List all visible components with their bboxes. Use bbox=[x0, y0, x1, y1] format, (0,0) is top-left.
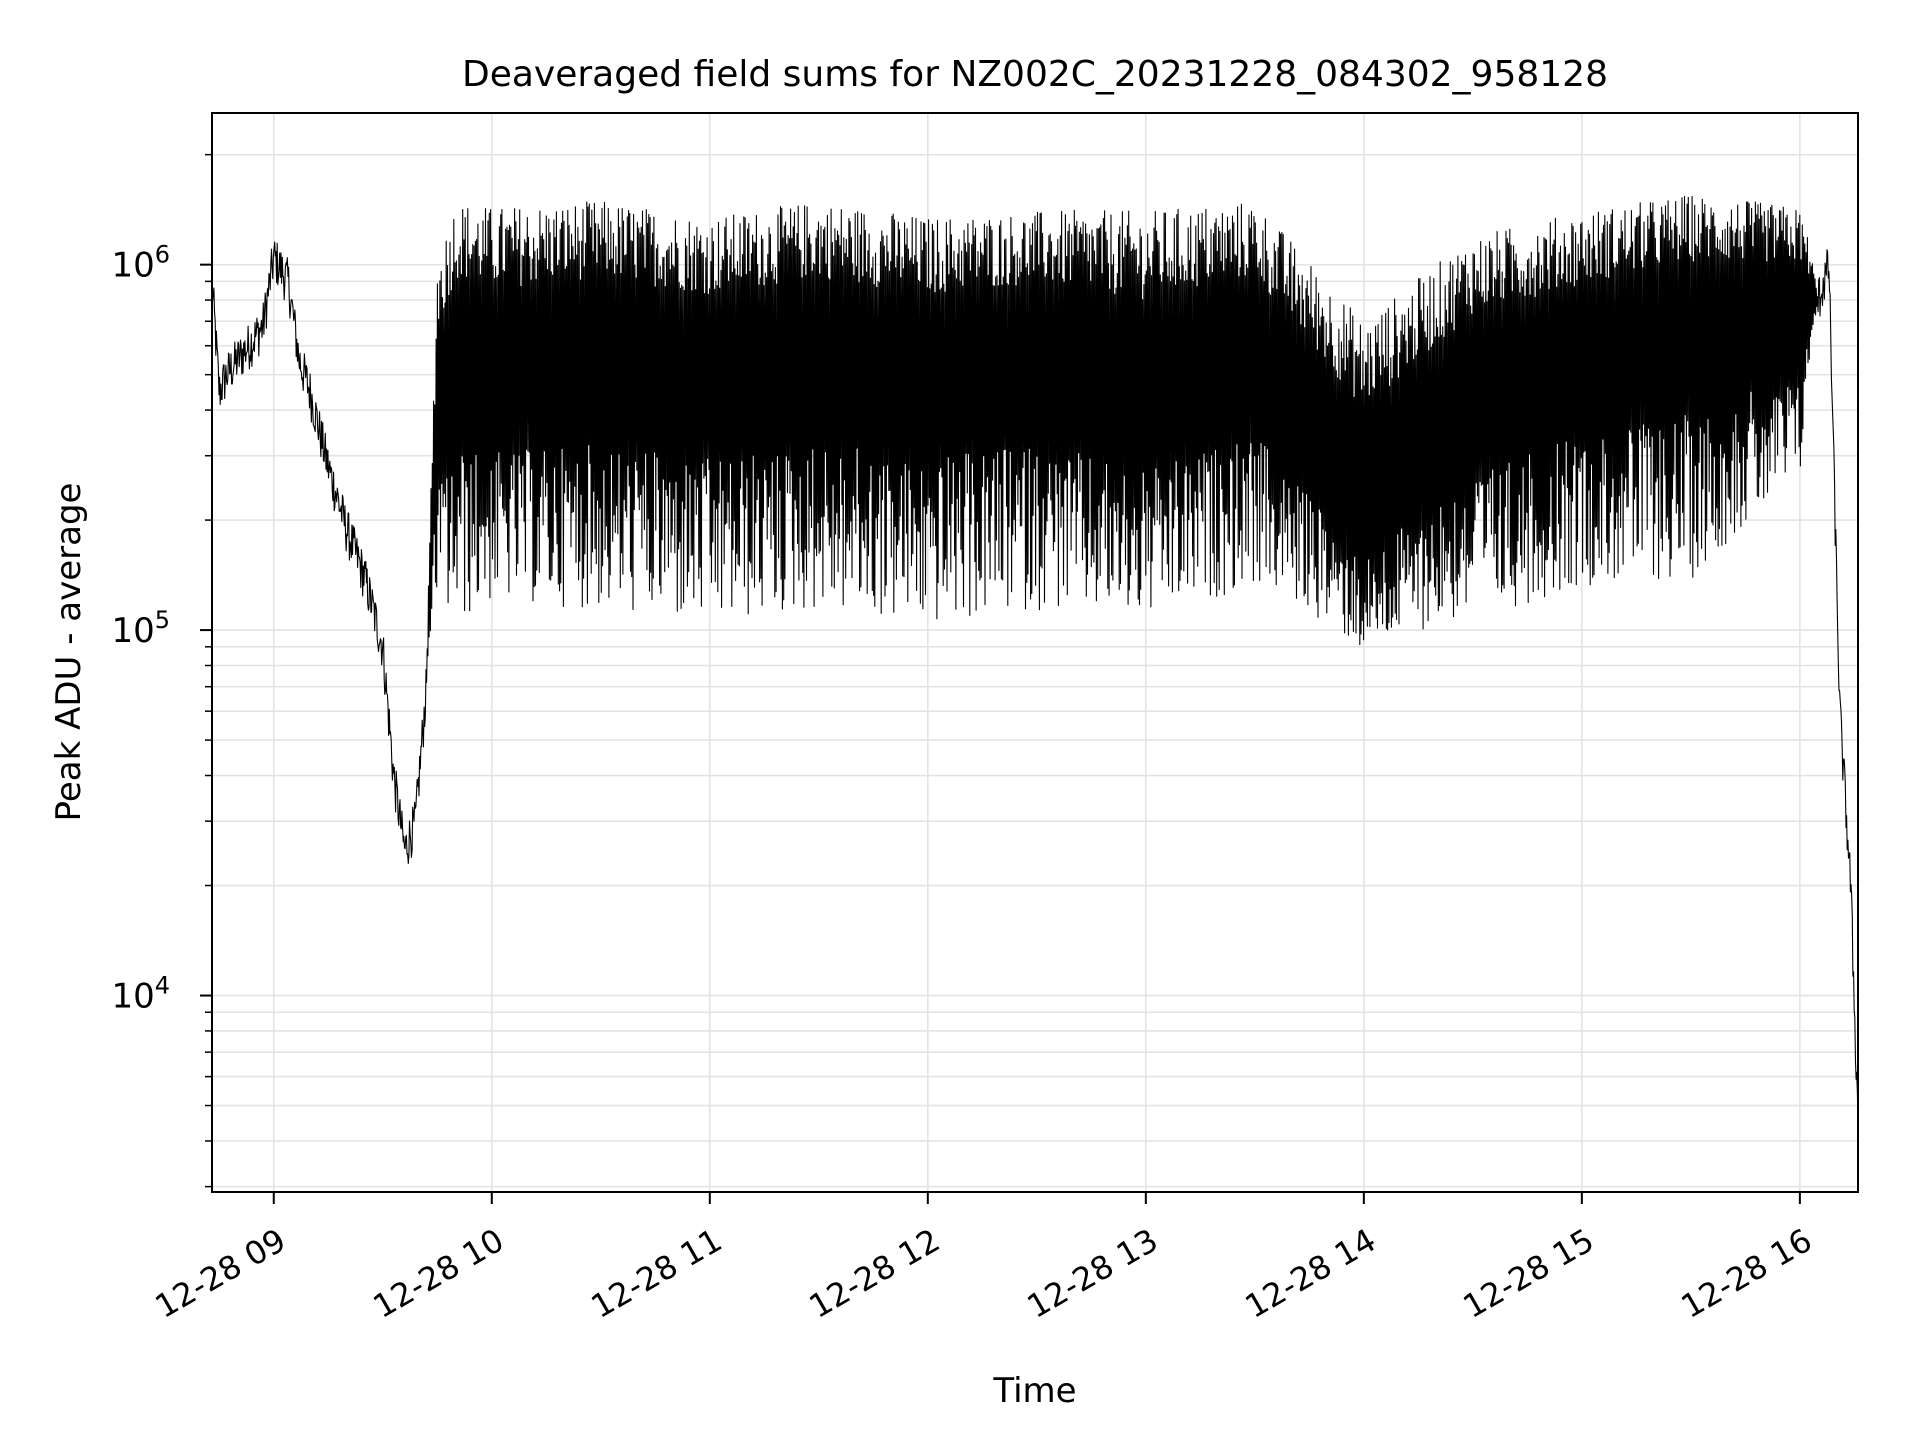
chart-title: Deaveraged field sums for NZ002C_2023122… bbox=[462, 54, 1608, 95]
y-tick-base: 10 bbox=[111, 977, 154, 1017]
y-tick-label: 106 bbox=[111, 241, 170, 286]
data-line bbox=[211, 195, 1859, 1129]
y-tick-exponent: 4 bbox=[155, 972, 170, 1000]
y-tick-exponent: 5 bbox=[155, 606, 170, 634]
series-line bbox=[211, 195, 1859, 1129]
y-tick-label: 104 bbox=[111, 972, 170, 1017]
x-axis-label: Time bbox=[992, 1371, 1076, 1411]
y-tick-exponent: 6 bbox=[155, 241, 170, 269]
plot-frame bbox=[211, 112, 1859, 1193]
y-axis-label: Peak ADU - average bbox=[49, 483, 89, 822]
y-tick-base: 10 bbox=[111, 246, 154, 286]
y-tick-label: 105 bbox=[111, 606, 170, 651]
y-tick-base: 10 bbox=[111, 611, 154, 651]
